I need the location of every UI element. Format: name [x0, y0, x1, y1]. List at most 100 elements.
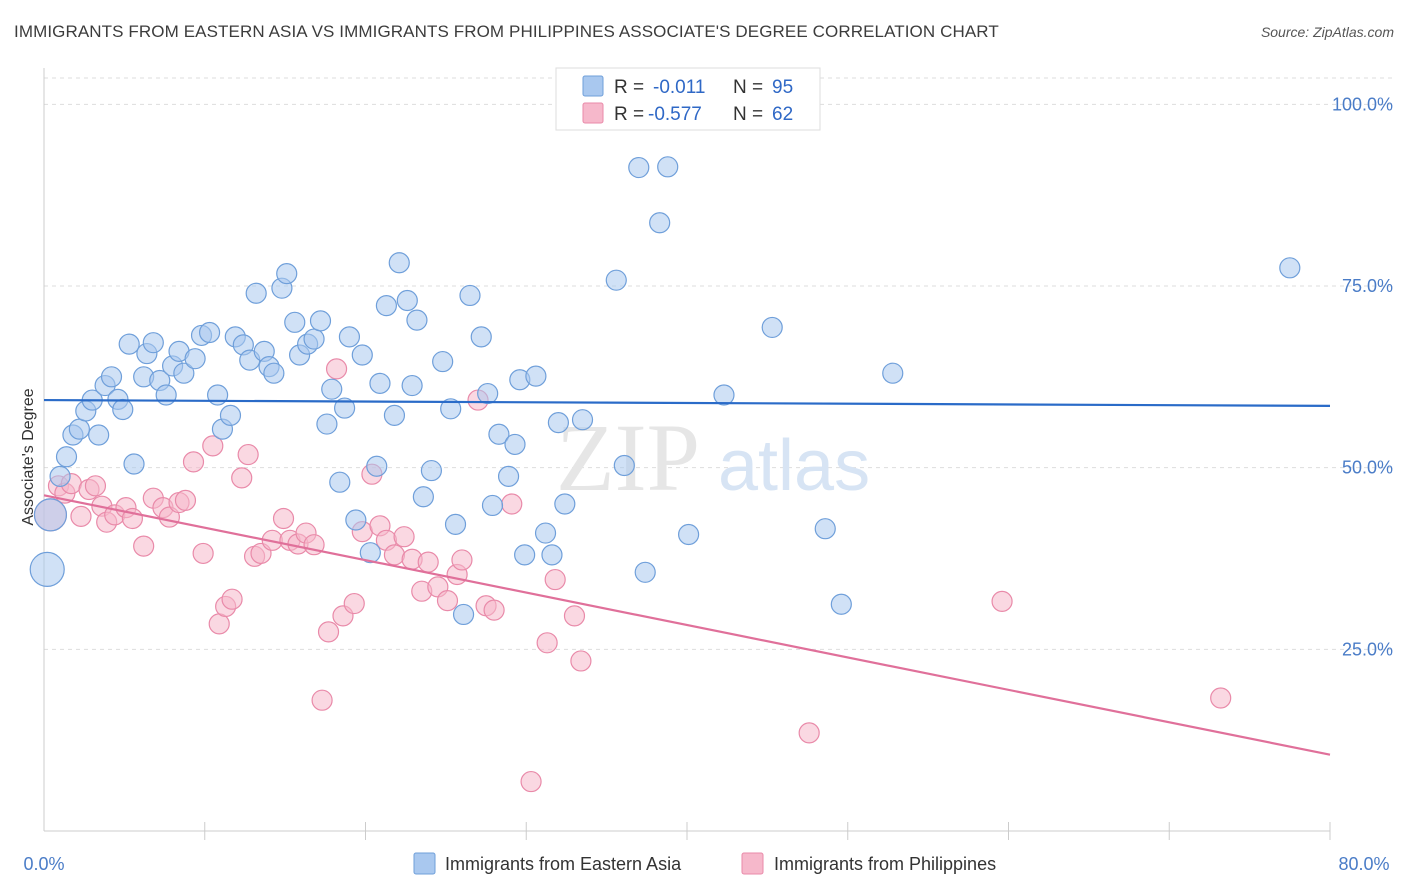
philippines-point-12 — [133, 535, 155, 557]
philippines-point-60 — [570, 650, 592, 672]
eastern-asia-point-43 — [316, 413, 338, 435]
philippines-point-55 — [501, 493, 523, 515]
eastern-asia-point-28 — [219, 404, 242, 426]
philippines-point-61 — [798, 722, 820, 744]
y-tick-label-50: 50.0% — [1342, 458, 1393, 478]
philippines-point-24 — [231, 467, 253, 489]
eastern-asia-point-75 — [534, 522, 557, 544]
eastern-asia-point-63 — [444, 513, 467, 535]
eastern-asia-point-82 — [628, 156, 650, 179]
philippines-trend-line — [43, 494, 1331, 756]
eastern-asia-point-12 — [112, 398, 134, 421]
philippines-point-51 — [451, 549, 473, 571]
philippines-point-47 — [417, 551, 439, 573]
trend-lines — [43, 398, 1331, 756]
philippines-point-38 — [343, 592, 365, 615]
bottom-legend-swatch-blue — [413, 852, 436, 875]
eastern-asia-point-45 — [329, 471, 351, 493]
y-axis-label: Associate's Degree — [20, 388, 37, 525]
eastern-asia-point-19 — [155, 384, 177, 406]
philippines-point-6 — [84, 475, 107, 497]
eastern-asia-point-73 — [514, 544, 536, 566]
chart-source: Source: ZipAtlas.com — [1260, 24, 1394, 40]
eastern-asia-point-41 — [303, 328, 325, 350]
philippines-point-56 — [520, 770, 542, 793]
eastern-asia-point-60 — [420, 459, 443, 482]
philippines-point-62 — [991, 590, 1013, 612]
eastern-asia-point-51 — [366, 455, 388, 477]
legend-box: R = -0.011 N = 95 R = -0.577 N = 62 — [555, 67, 821, 131]
eastern-asia-trend-line — [43, 398, 1331, 407]
legend-r-label-1: R = — [614, 77, 644, 98]
philippines-point-58 — [544, 568, 566, 591]
x-tick-label-min: 0.0% — [23, 854, 64, 874]
philippines-point-57 — [536, 632, 558, 654]
eastern-asia-point-3 — [55, 446, 78, 468]
eastern-asia-point-23 — [184, 348, 206, 370]
eastern-asia-point-58 — [406, 309, 428, 331]
legend-swatch-pink — [582, 102, 604, 124]
eastern-asia-point-50 — [359, 542, 381, 564]
eastern-asia-point-91 — [882, 362, 904, 384]
legend-r-value-1: -0.011 — [653, 77, 705, 98]
philippines-point-17 — [174, 489, 197, 511]
philippines-point-18 — [182, 451, 205, 473]
eastern-asia-point-59 — [412, 486, 434, 508]
legend-swatch-blue — [582, 75, 604, 97]
eastern-asia-point-64 — [452, 603, 475, 626]
eastern-asia-point-52 — [369, 372, 391, 394]
eastern-asia-point-49 — [351, 344, 373, 366]
philippines-point-43 — [383, 544, 406, 566]
eastern-asia-point-89 — [814, 518, 836, 540]
legend-n-value-1: 95 — [772, 77, 793, 98]
x-tick-label-max: 80.0% — [1338, 854, 1389, 874]
watermark-atlas: atlas — [718, 426, 870, 506]
eastern-asia-point-84 — [649, 212, 671, 234]
eastern-asia-point-1 — [33, 498, 68, 532]
eastern-asia-point-44 — [321, 378, 343, 400]
eastern-asia-point-76 — [541, 544, 563, 566]
philippines-point-35 — [317, 621, 340, 643]
eastern-asia-point-57 — [401, 374, 423, 397]
eastern-asia-point-77 — [547, 412, 570, 434]
eastern-asia-point-2 — [49, 465, 71, 487]
eastern-asia-point-69 — [488, 423, 510, 445]
eastern-asia-point-47 — [338, 326, 361, 348]
philippines-point-54 — [483, 599, 505, 621]
y-tick-label-25: 25.0% — [1342, 639, 1393, 659]
x-axis-ticks — [204, 822, 1331, 840]
eastern-asia-point-37 — [276, 263, 298, 285]
eastern-asia-point-56 — [396, 289, 418, 312]
eastern-asia-point-5 — [68, 418, 90, 440]
legend-n-value-2: 62 — [772, 104, 793, 125]
eastern-asia-point-87 — [713, 384, 735, 406]
philippines-point-36 — [325, 358, 348, 380]
eastern-asia-point-71 — [504, 433, 526, 456]
philippines-point-23 — [221, 588, 243, 610]
eastern-asia-point-86 — [678, 523, 700, 546]
eastern-asia-point-0 — [29, 551, 65, 588]
philippines-point-4 — [70, 505, 92, 527]
bottom-legend-swatch-pink — [741, 852, 764, 875]
eastern-asia-point-35 — [263, 362, 285, 384]
eastern-asia-point-79 — [571, 409, 594, 431]
philippines-point-19 — [192, 542, 214, 565]
philippines-point-34 — [311, 689, 333, 711]
legend-r-value-2: -0.577 — [648, 104, 702, 125]
eastern-asia-point-83 — [634, 561, 656, 583]
y-tick-label-100: 100.0% — [1332, 94, 1393, 114]
eastern-asia-point-81 — [613, 454, 635, 477]
legend-n-label-1: N = — [733, 77, 763, 98]
eastern-asia-point-67 — [477, 382, 499, 405]
eastern-asia-point-53 — [375, 295, 397, 317]
eastern-asia-point-65 — [459, 284, 481, 307]
philippines-point-29 — [272, 507, 295, 530]
eastern-asia-point-61 — [432, 350, 454, 373]
eastern-asia-point-17 — [142, 332, 164, 354]
eastern-asia-point-74 — [525, 365, 547, 387]
eastern-asia-point-8 — [88, 424, 110, 446]
eastern-asia-point-68 — [481, 494, 504, 517]
chart-title: IMMIGRANTS FROM EASTERN ASIA VS IMMIGRAN… — [14, 22, 999, 41]
legend-r-label-2: R = — [614, 104, 644, 125]
